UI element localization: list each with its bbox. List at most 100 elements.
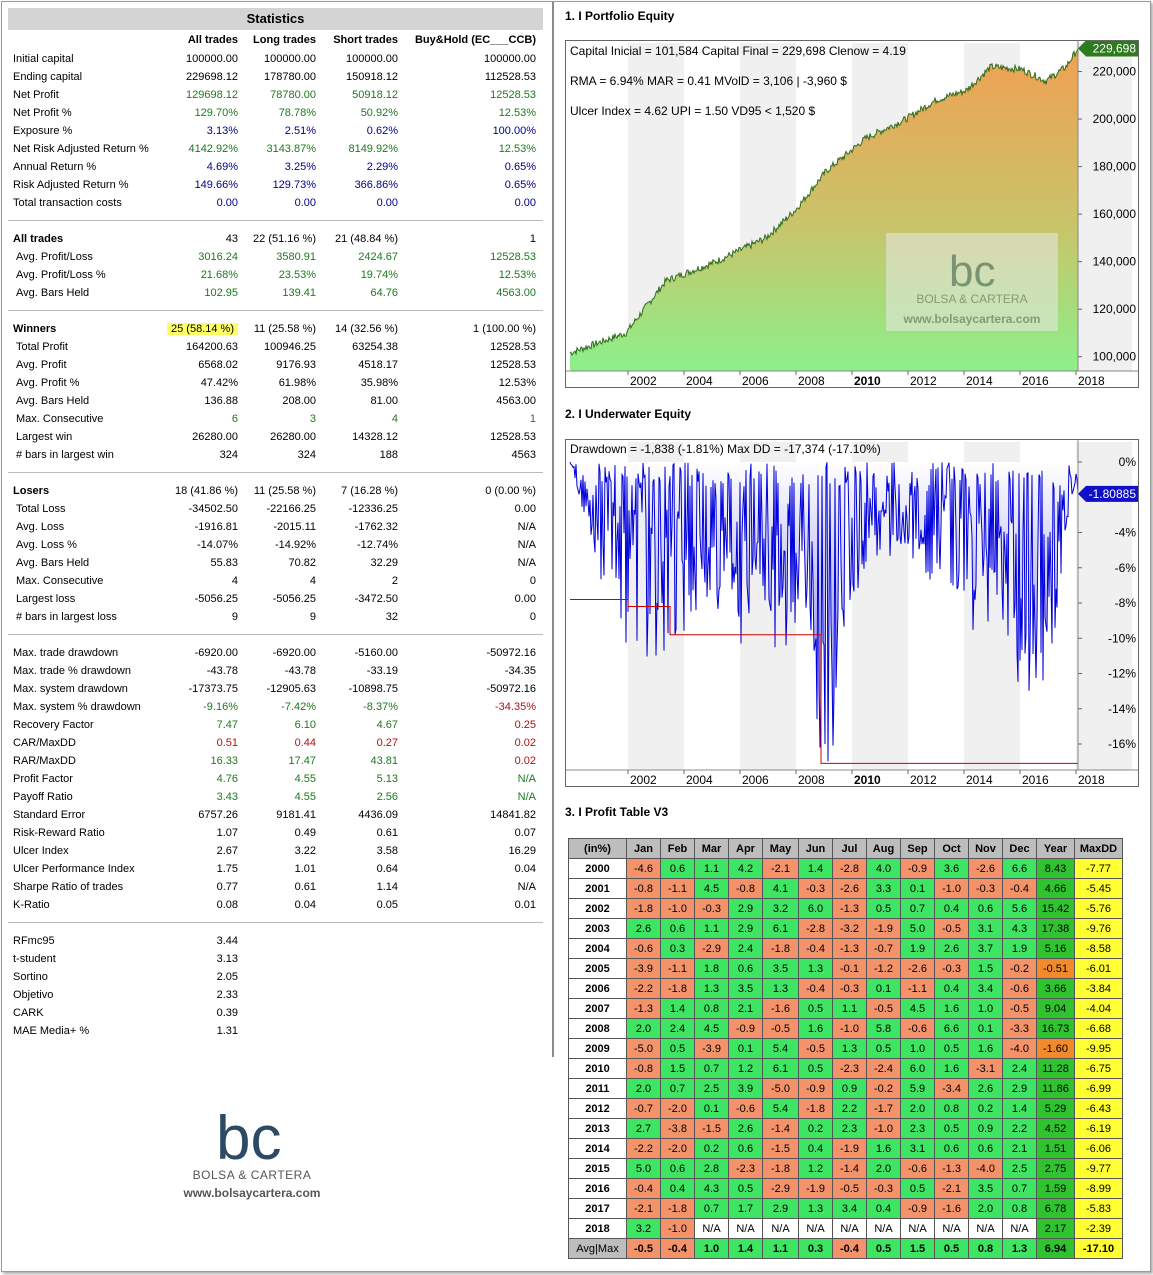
stat-label: Net Profit % bbox=[13, 107, 72, 119]
stat-value: 0.77 bbox=[216, 881, 238, 893]
stat-row: Risk Adjusted Return % 149.66% 129.73% 366.… bbox=[2, 176, 552, 194]
month-cell: 0.8 bbox=[1002, 1198, 1037, 1219]
stat-value: -2015.11 bbox=[273, 521, 316, 533]
month-cell: -0.2 bbox=[1002, 958, 1037, 979]
uw-x-tick-label: 2006 bbox=[742, 773, 769, 787]
stat-row: Avg. Profit % 47.42% 61.98% 35.98% 12.53% bbox=[2, 374, 552, 392]
stat-label: Losers bbox=[13, 485, 50, 497]
month-cell: -1.8 bbox=[762, 1158, 799, 1179]
stat-value: 0.01 bbox=[514, 899, 536, 911]
month-cell: -0.6 bbox=[1002, 978, 1037, 999]
month-cell: 2.8 bbox=[694, 1158, 729, 1179]
uw-x-tick-label: 2004 bbox=[686, 773, 713, 787]
maxdd-cell: -9.76 bbox=[1074, 918, 1123, 939]
equity-line bbox=[569, 48, 1079, 357]
equity-y-tick-label: 180,000 bbox=[1093, 160, 1137, 174]
month-cell: -3.9 bbox=[694, 1038, 729, 1059]
stat-label: Annual Return % bbox=[13, 161, 97, 173]
month-cell: 1.3 bbox=[798, 958, 833, 979]
month-cell: 0.5 bbox=[798, 998, 833, 1019]
profit-table-row: 2000 -4.6 0.6 1.1 4.2 -2.1 1.4 -2.8 4.0 -0.9 3.6 -2… bbox=[568, 858, 1123, 879]
uw-y-tick-label: -14% bbox=[1108, 702, 1136, 716]
month-cell: 0.3 bbox=[660, 938, 695, 959]
stat-value: 43 bbox=[225, 233, 238, 245]
month-cell: 3.4 bbox=[968, 978, 1003, 999]
panel-divider[interactable] bbox=[552, 2, 554, 1057]
month-cell: -1.3 bbox=[626, 998, 661, 1019]
month-cell: 5.4 bbox=[762, 1098, 799, 1119]
stat-value: 2.67 bbox=[216, 845, 238, 857]
portfolio-equity-chart[interactable]: bc BOLSA & CARTERA www.bolsaycartera.com Ca… bbox=[565, 40, 1139, 388]
profit-table-row: 2011 2.0 0.7 2.5 3.9 -5.0 -0.9 0.9 -0.2 5.9 -3.4 2.… bbox=[568, 1078, 1123, 1099]
equity-x-tick-label: 2016 bbox=[1022, 374, 1049, 388]
month-cell: 2.9 bbox=[1002, 1078, 1037, 1099]
stat-row: Winners 25 (58.14 %) 11 (25.58 %) 14 (32.56… bbox=[2, 320, 552, 338]
month-cell: 0.6 bbox=[728, 958, 763, 979]
month-cell: -2.3 bbox=[832, 1058, 867, 1079]
stat-value: -14.92% bbox=[275, 539, 316, 551]
profit-table-row: 2002 -1.8 -1.0 -0.3 2.9 3.2 6.0 -1.3 0.5 0.7 0.4 0.… bbox=[568, 898, 1123, 919]
month-cell: -0.9 bbox=[900, 1198, 935, 1219]
stat-value: 78.78% bbox=[278, 107, 316, 119]
month-cell: 2.4 bbox=[1002, 1058, 1037, 1079]
year-cell: 2007 bbox=[568, 998, 627, 1019]
month-cell: 0.3 bbox=[798, 1238, 833, 1259]
month-cell: 4.1 bbox=[762, 878, 799, 899]
stat-label: All trades bbox=[13, 233, 64, 245]
underwater-equity-chart[interactable]: Drawdown = -1,838 (-1.81%) Max DD = -17,… bbox=[565, 439, 1139, 787]
year-cell: 2012 bbox=[568, 1098, 627, 1119]
stat-label: Ulcer Index bbox=[13, 845, 69, 857]
month-cell: N/A bbox=[728, 1218, 763, 1239]
logo-url: www.bolsaycartera.com bbox=[183, 1186, 321, 1200]
month-cell: 0.8 bbox=[968, 1238, 1003, 1259]
month-cell: 2.6 bbox=[934, 938, 969, 959]
month-cell: -0.5 bbox=[934, 918, 969, 939]
month-cell: -2.6 bbox=[968, 858, 1003, 879]
stat-value: 150918.12 bbox=[346, 71, 398, 83]
month-cell: 1.6 bbox=[866, 1138, 901, 1159]
stat-value: 32 bbox=[385, 611, 398, 623]
year-cell: 2011 bbox=[568, 1078, 627, 1099]
separator bbox=[8, 922, 543, 923]
stat-value: 26280.00 bbox=[192, 431, 238, 443]
stat-value: 100000.00 bbox=[186, 53, 238, 65]
month-cell: 1.1 bbox=[694, 858, 729, 879]
header-all-trades: All trades bbox=[187, 34, 238, 46]
stat-value: 100000.00 bbox=[346, 53, 398, 65]
stat-value: 14 (32.56 %) bbox=[335, 323, 398, 335]
stat-value: 22 (51.16 %) bbox=[253, 233, 316, 245]
month-cell: -1.0 bbox=[660, 1218, 695, 1239]
month-cell: -0.9 bbox=[798, 1078, 833, 1099]
stat-row: Sharpe Ratio of trades 0.77 0.61 1.14 N/A bbox=[2, 878, 552, 896]
month-cell: 6.6 bbox=[1002, 858, 1037, 879]
year-total-cell: -0.51 bbox=[1036, 958, 1075, 979]
month-cell: -0.4 bbox=[798, 978, 833, 999]
year-total-cell: 9.04 bbox=[1036, 998, 1075, 1019]
stat-label: Total Loss bbox=[16, 503, 66, 515]
month-cell: 1.1 bbox=[694, 918, 729, 939]
stat-value: N/A bbox=[517, 557, 536, 569]
stat-label: Avg. Profit/Loss bbox=[16, 251, 93, 263]
column-header: Dec bbox=[1002, 838, 1037, 859]
stat-label: Avg. Profit % bbox=[16, 377, 80, 389]
month-cell: 0.1 bbox=[866, 978, 901, 999]
logo-brand: BOLSA & CARTERA bbox=[192, 1168, 312, 1182]
month-cell: -1.0 bbox=[866, 1118, 901, 1139]
stat-value: -5056.25 bbox=[272, 593, 316, 605]
stat-row: # bars in largest win 324 324 188 4563 bbox=[2, 446, 552, 464]
month-cell: -1.5 bbox=[762, 1138, 799, 1159]
month-cell: 0.7 bbox=[694, 1058, 729, 1079]
stat-value: 26280.00 bbox=[270, 431, 316, 443]
month-cell: 5.8 bbox=[866, 1018, 901, 1039]
month-cell: -0.3 bbox=[798, 878, 833, 899]
profit-table-row: 2010 -0.8 1.5 0.7 1.2 6.1 0.5 -2.3 -2.4 6.0 1.6 -3.… bbox=[568, 1058, 1123, 1079]
month-cell: 3.9 bbox=[728, 1078, 763, 1099]
stat-row: Total transaction costs 0.00 0.00 0.00 0.00 bbox=[2, 194, 552, 212]
stat-value: 4.76 bbox=[216, 773, 238, 785]
month-cell: 1.4 bbox=[798, 858, 833, 879]
stat-value: 4.69% bbox=[206, 161, 238, 173]
equity-info-1: Capital Inicial = 101,584 Capital Final … bbox=[570, 44, 906, 58]
stat-value: 100000.00 bbox=[484, 53, 536, 65]
stat-value: 64.76 bbox=[370, 287, 398, 299]
month-cell: -1.4 bbox=[762, 1118, 799, 1139]
